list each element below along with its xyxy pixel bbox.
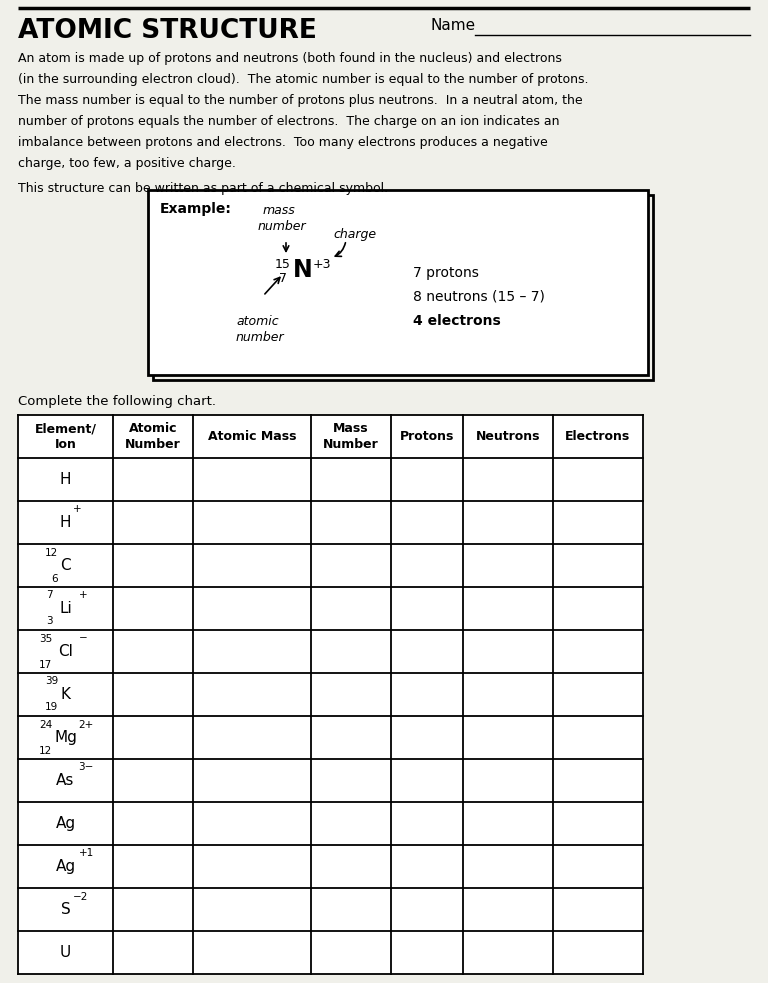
Text: 17: 17 xyxy=(39,660,52,669)
Text: +: + xyxy=(73,504,81,514)
Bar xyxy=(148,190,648,375)
Text: number: number xyxy=(236,331,285,344)
Text: Atomic
Number: Atomic Number xyxy=(125,423,181,450)
Text: 6: 6 xyxy=(51,573,58,584)
Text: −2: −2 xyxy=(73,892,88,901)
Text: Neutrons: Neutrons xyxy=(475,430,540,443)
Text: 7 protons: 7 protons xyxy=(413,266,479,280)
Text: Example:: Example: xyxy=(160,202,232,216)
Text: ATOMIC STRUCTURE: ATOMIC STRUCTURE xyxy=(18,18,317,44)
Text: Ag: Ag xyxy=(55,816,75,831)
Text: atomic: atomic xyxy=(236,315,279,328)
Bar xyxy=(153,195,653,380)
Text: 7: 7 xyxy=(279,272,287,285)
Text: (in the surrounding electron cloud).  The atomic number is equal to the number o: (in the surrounding electron cloud). The… xyxy=(18,73,588,86)
Text: 39: 39 xyxy=(45,676,58,686)
Text: +3: +3 xyxy=(313,258,332,271)
Text: mass: mass xyxy=(263,204,296,217)
Text: Cl: Cl xyxy=(58,644,73,659)
Text: Complete the following chart.: Complete the following chart. xyxy=(18,395,216,408)
Text: This structure can be written as part of a chemical symbol.: This structure can be written as part of… xyxy=(18,182,388,195)
Text: Atomic Mass: Atomic Mass xyxy=(208,430,296,443)
Text: 12: 12 xyxy=(45,548,58,557)
Text: charge: charge xyxy=(333,228,376,241)
Bar xyxy=(18,415,643,974)
Text: 35: 35 xyxy=(39,633,52,644)
Text: 2+: 2+ xyxy=(78,720,94,729)
Text: charge, too few, a positive charge.: charge, too few, a positive charge. xyxy=(18,157,236,170)
Text: Mg: Mg xyxy=(54,730,77,745)
Text: S: S xyxy=(61,902,71,917)
Text: 24: 24 xyxy=(39,720,52,729)
Text: An atom is made up of protons and neutrons (both found in the nucleus) and elect: An atom is made up of protons and neutro… xyxy=(18,52,562,65)
Text: Mass
Number: Mass Number xyxy=(323,423,379,450)
Text: N: N xyxy=(293,258,313,282)
Text: H: H xyxy=(60,472,71,487)
Text: U: U xyxy=(60,945,71,960)
Text: number: number xyxy=(258,220,306,233)
Text: K: K xyxy=(61,687,71,702)
Text: 15: 15 xyxy=(275,258,291,271)
Text: 19: 19 xyxy=(45,703,58,713)
Text: 3: 3 xyxy=(46,616,52,626)
Text: As: As xyxy=(56,773,74,788)
Text: 8 neutrons (15 – 7): 8 neutrons (15 – 7) xyxy=(413,290,545,304)
Text: 12: 12 xyxy=(39,745,52,756)
Text: Name: Name xyxy=(430,18,475,33)
Text: Li: Li xyxy=(59,601,72,616)
Text: +: + xyxy=(78,591,87,601)
Text: Element/
Ion: Element/ Ion xyxy=(35,423,97,450)
Text: 7: 7 xyxy=(46,591,52,601)
Text: number of protons equals the number of electrons.  The charge on an ion indicate: number of protons equals the number of e… xyxy=(18,115,560,128)
Text: imbalance between protons and electrons.  Too many electrons produces a negative: imbalance between protons and electrons.… xyxy=(18,136,548,149)
Text: The mass number is equal to the number of protons plus neutrons.  In a neutral a: The mass number is equal to the number o… xyxy=(18,94,583,107)
Text: Electrons: Electrons xyxy=(565,430,631,443)
Text: 3−: 3− xyxy=(78,763,94,773)
Text: C: C xyxy=(60,558,71,573)
Text: Ag: Ag xyxy=(55,859,75,874)
Text: Protons: Protons xyxy=(400,430,454,443)
Text: H: H xyxy=(60,515,71,530)
Text: 4 electrons: 4 electrons xyxy=(413,314,501,328)
Text: +1: +1 xyxy=(78,848,94,858)
Text: −: − xyxy=(78,633,88,644)
